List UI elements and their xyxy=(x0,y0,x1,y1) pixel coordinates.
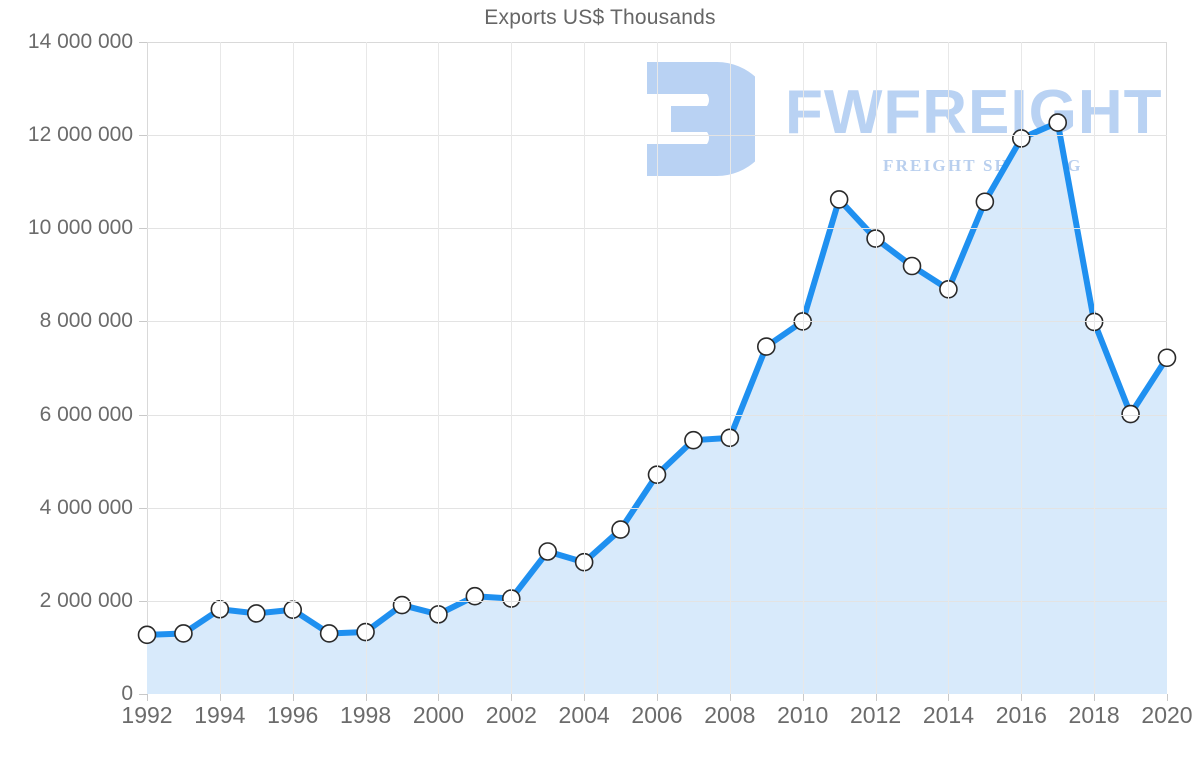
gridline-vertical xyxy=(875,42,877,694)
data-point-marker[interactable] xyxy=(1048,113,1068,132)
series-area-fill xyxy=(147,122,1167,694)
y-axis-tick xyxy=(139,135,147,137)
plot-area: FWFREIGHT FREIGHT SHIPPING xyxy=(137,42,1177,694)
gridline-vertical xyxy=(219,42,221,694)
data-point-marker[interactable] xyxy=(1121,404,1140,424)
x-axis-tick-label: 1994 xyxy=(194,702,246,728)
data-point-marker[interactable] xyxy=(392,595,412,615)
y-axis-tick-label: 8 000 000 xyxy=(39,309,133,333)
y-axis-tick xyxy=(139,600,147,602)
x-axis-tick-label: 2006 xyxy=(631,702,683,728)
gridline-vertical xyxy=(1021,42,1023,694)
gridline-vertical xyxy=(948,42,950,694)
y-axis-labels: 0 2 000 000 4 000 000 6 000 000 8 000 000 10 … xyxy=(0,30,133,705)
data-point-marker[interactable] xyxy=(465,586,485,606)
x-axis-tick-label: 2008 xyxy=(704,702,756,728)
data-point-marker[interactable] xyxy=(829,190,849,209)
y-axis-tick xyxy=(139,228,147,230)
data-point-marker[interactable] xyxy=(174,624,193,643)
x-axis-labels: 1992 1994 1996 1998 2000 2002 2004 2006 2008 2010… xyxy=(121,702,1192,742)
x-axis-tick xyxy=(1021,694,1023,701)
x-axis-tick xyxy=(657,694,658,701)
x-axis-tick xyxy=(511,694,513,701)
x-axis-tick-label: 1998 xyxy=(339,702,392,728)
data-point-marker[interactable] xyxy=(684,430,703,450)
y-axis-tick-label: 2 000 000 xyxy=(39,588,133,612)
gridline-vertical xyxy=(657,42,658,694)
data-point-marker[interactable] xyxy=(246,604,266,623)
y-axis-tick xyxy=(139,507,147,509)
x-axis-tick xyxy=(438,694,440,701)
x-axis-tick-label: 2004 xyxy=(558,702,610,728)
x-axis-tick-label: 2014 xyxy=(922,702,975,728)
x-axis-tick-label: 2002 xyxy=(485,702,537,728)
gridline-vertical xyxy=(584,42,586,694)
data-point-marker[interactable] xyxy=(137,625,157,645)
gridline-vertical xyxy=(1094,42,1096,694)
data-point-marker[interactable] xyxy=(756,337,776,356)
y-axis-tick-label: 12 000 000 xyxy=(27,123,133,147)
y-axis-tick-label: 0 xyxy=(121,682,133,705)
y-axis-tick xyxy=(139,321,147,323)
y-axis-tick-label: 6 000 000 xyxy=(39,402,133,426)
x-axis-tick xyxy=(802,694,804,701)
x-axis-tick-label: 1992 xyxy=(121,702,173,728)
x-axis-tick xyxy=(219,694,221,701)
y-axis-tick-label: 10 000 000 xyxy=(27,216,133,240)
data-point-marker[interactable] xyxy=(538,542,558,561)
x-axis-tick xyxy=(875,694,877,701)
y-axis-tick xyxy=(139,42,147,43)
x-axis-tick-label: 2012 xyxy=(849,702,902,728)
gridline-vertical xyxy=(438,42,440,694)
data-point-marker[interactable] xyxy=(902,256,922,276)
y-axis-tick xyxy=(139,414,147,416)
x-axis-tick xyxy=(584,694,586,701)
y-axis-tick xyxy=(139,694,147,695)
x-axis-tick xyxy=(729,694,731,701)
x-axis-tick-label: 2000 xyxy=(412,702,465,728)
data-point-marker[interactable] xyxy=(1157,348,1177,368)
gridline-vertical xyxy=(802,42,804,694)
data-point-marker[interactable] xyxy=(975,192,995,212)
x-axis-tick xyxy=(365,694,367,701)
x-axis-tick-label: 1996 xyxy=(267,702,319,728)
x-axis-tick xyxy=(292,694,294,701)
data-point-marker[interactable] xyxy=(611,520,630,539)
y-axis-tick-label: 14 000 000 xyxy=(27,30,133,53)
x-axis-tick xyxy=(948,694,950,701)
x-axis-tick-label: 2020 xyxy=(1141,702,1193,728)
x-axis-tick-label: 2016 xyxy=(995,702,1047,728)
chart-title: Exports US$ Thousands xyxy=(484,6,716,29)
x-axis-tick xyxy=(147,694,148,701)
x-axis-tick xyxy=(1094,694,1096,701)
gridline-vertical xyxy=(729,42,731,694)
data-point-marker[interactable] xyxy=(319,624,339,643)
y-axis-tick-label: 4 000 000 xyxy=(39,495,133,519)
gridline-vertical xyxy=(365,42,367,694)
x-axis-tick xyxy=(1167,694,1168,701)
x-axis-tick-label: 2010 xyxy=(777,702,829,728)
x-axis-tick-label: 2018 xyxy=(1068,702,1120,728)
gridline-vertical xyxy=(292,42,294,694)
gridline-vertical xyxy=(511,42,513,694)
